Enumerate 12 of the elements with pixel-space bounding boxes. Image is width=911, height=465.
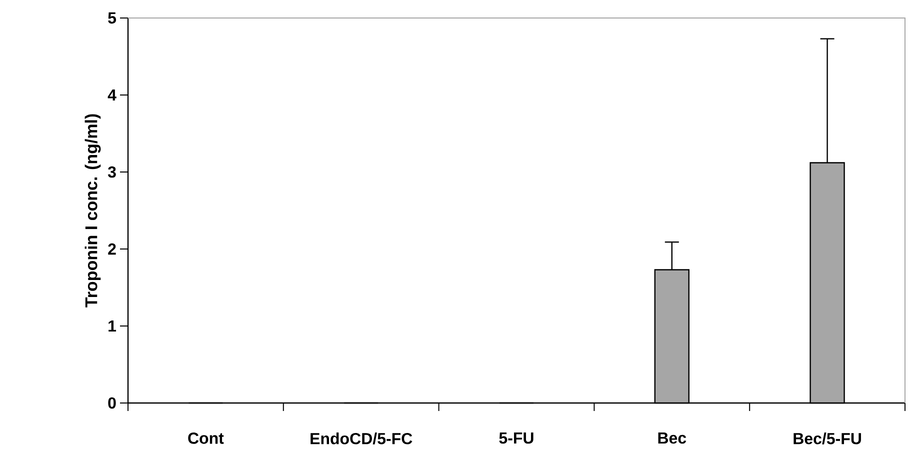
y-axis-title: Troponin I conc. (ng/ml) (84, 114, 101, 308)
y-tick-label: 3 (108, 166, 116, 178)
y-tick-label: 5 (108, 12, 116, 24)
x-tick-label: Bec (658, 432, 686, 444)
y-tick-label: 1 (108, 320, 116, 332)
x-tick-label: Cont (188, 432, 224, 444)
x-tick-label: 5-FU (499, 432, 534, 444)
y-tick-label: 2 (108, 243, 116, 255)
x-tick-label: Bec/5-FU (794, 432, 861, 444)
y-tick-label: 4 (108, 89, 116, 100)
x-tick-label: EndoCD/5-FC (310, 432, 412, 444)
y-tick-label: 0 (108, 397, 116, 409)
